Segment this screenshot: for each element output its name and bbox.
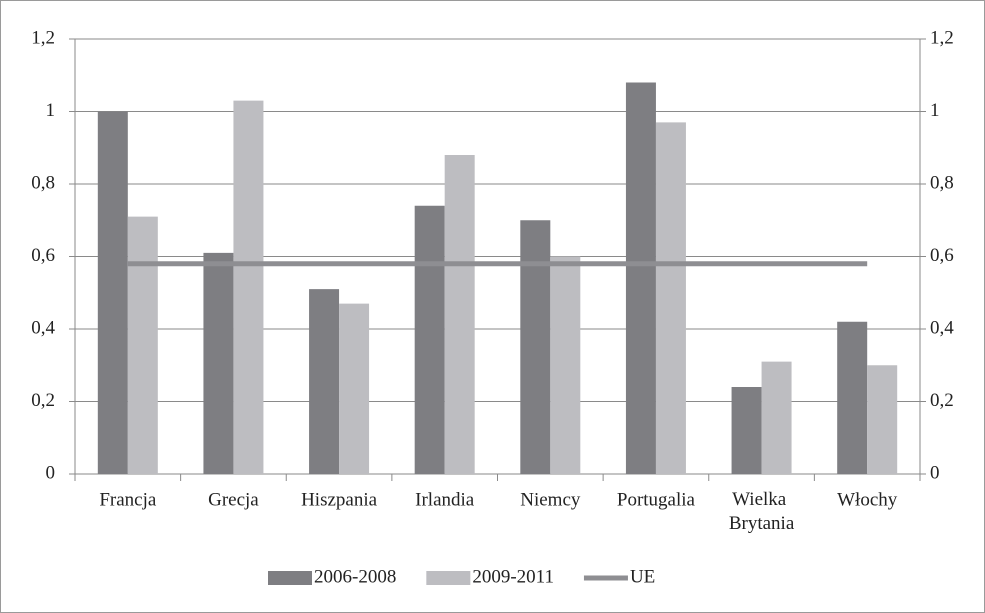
y2-tick-label: 0 <box>930 462 940 483</box>
legend-swatch <box>268 571 312 585</box>
bar <box>655 122 686 474</box>
bar <box>761 361 792 474</box>
y-tick-label: 0,8 <box>31 172 55 193</box>
x-tick-label: Grecja <box>208 489 259 510</box>
x-tick-label: Irlandia <box>415 489 475 510</box>
y-tick-label: 1 <box>46 100 56 121</box>
bar <box>203 252 234 474</box>
x-tick-label: Hiszpania <box>301 489 378 510</box>
x-tick-label: Niemcy <box>520 489 581 510</box>
legend-label: UE <box>630 566 655 587</box>
bar <box>731 387 762 474</box>
bar <box>867 365 898 474</box>
y2-tick-label: 0,6 <box>930 245 954 266</box>
legend-swatch <box>426 571 471 585</box>
x-tick-label: Włochy <box>837 489 898 510</box>
y2-tick-label: 1 <box>930 100 940 121</box>
legend-label: 2009-2011 <box>472 566 554 587</box>
y-tick-label: 0,6 <box>31 245 55 266</box>
bar <box>837 321 868 474</box>
bar <box>127 216 158 474</box>
bar <box>550 256 581 474</box>
y-tick-label: 0 <box>46 462 56 483</box>
bar <box>444 155 475 474</box>
x-tick-label: Portugalia <box>617 489 696 510</box>
y-tick-label: 0,2 <box>31 390 55 411</box>
bar <box>520 220 551 474</box>
y-tick-label: 0,4 <box>31 317 55 338</box>
x-tick-label: Wielka Brytania <box>729 489 795 534</box>
bar <box>414 205 445 474</box>
bar <box>625 82 656 474</box>
y2-tick-label: 0,4 <box>930 317 954 338</box>
legend-label: 2006-2008 <box>314 566 396 587</box>
bar <box>233 100 264 474</box>
bar <box>339 303 370 474</box>
y-tick-label: 1,2 <box>31 27 55 48</box>
x-tick-label: Francja <box>99 489 157 510</box>
y2-tick-label: 0,8 <box>930 172 954 193</box>
y2-tick-label: 0,2 <box>930 390 954 411</box>
y2-tick-label: 1,2 <box>930 27 954 48</box>
bar <box>97 111 128 474</box>
bar <box>309 289 340 474</box>
